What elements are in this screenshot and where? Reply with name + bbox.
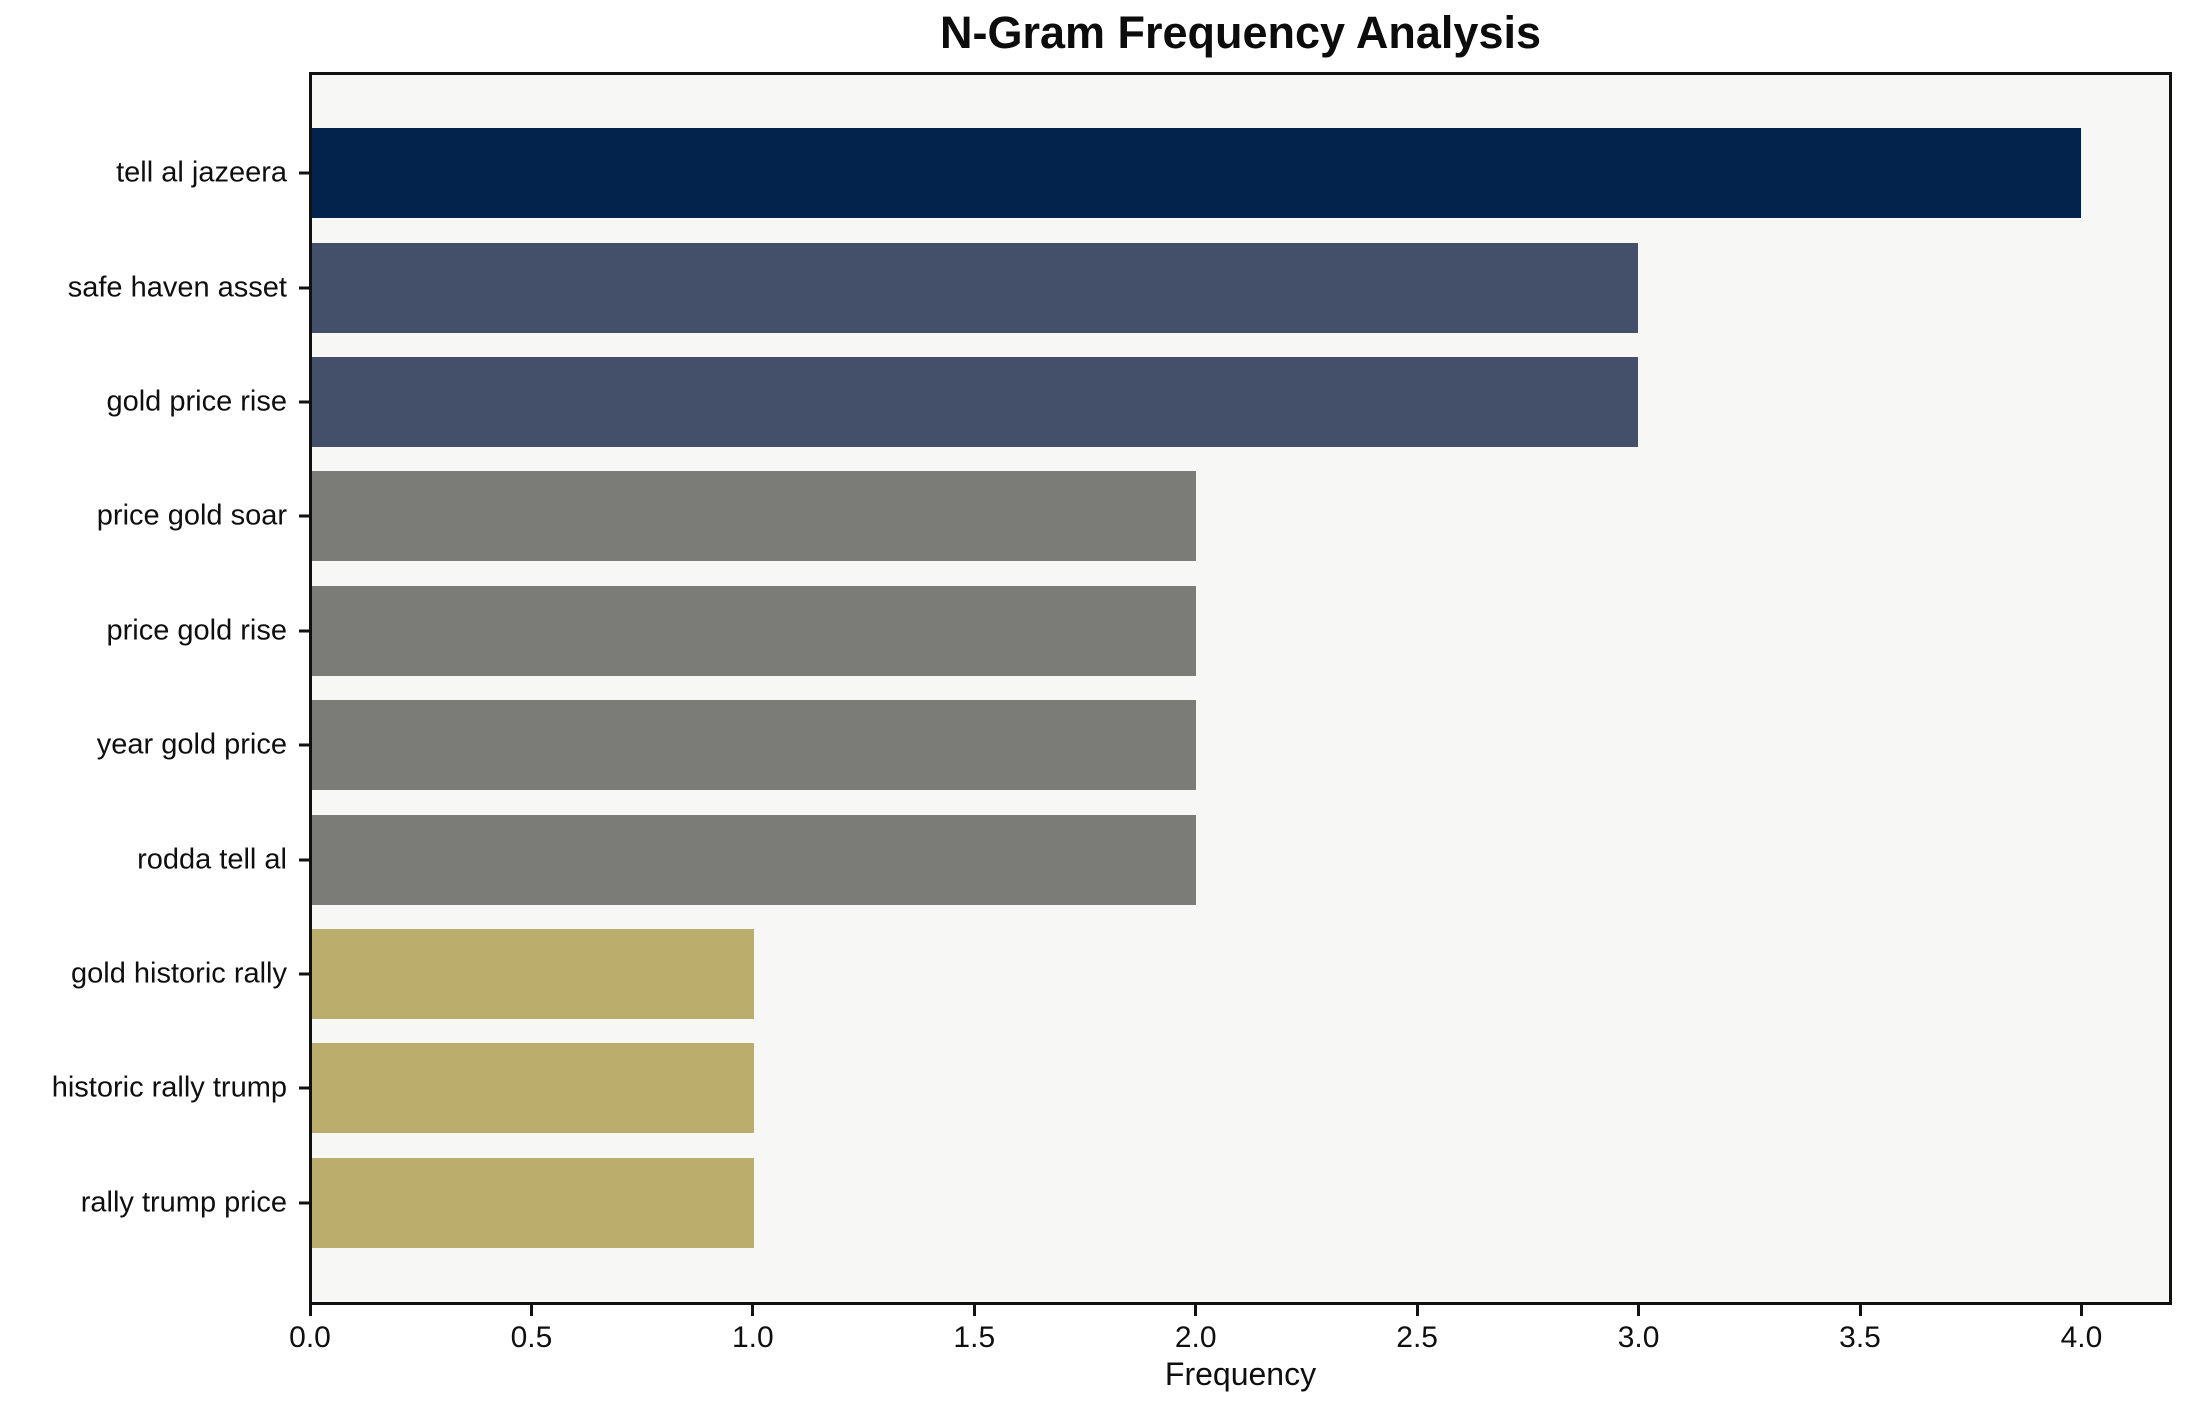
x-tick-mark — [2079, 1305, 2083, 1316]
bar-row: rodda tell al — [137, 802, 2169, 916]
bar — [312, 929, 755, 1019]
x-tick-mark — [529, 1305, 533, 1316]
x-tick-label: 4.0 — [2060, 1321, 2103, 1354]
y-tick-mark — [299, 858, 309, 862]
x-tick-label: 1.0 — [731, 1321, 774, 1354]
bar-row: historic rally trump — [52, 1031, 2169, 1145]
bar — [312, 242, 1639, 333]
x-tick-mark — [308, 1305, 312, 1316]
x-tick-mark — [1637, 1305, 1641, 1316]
x-tick-mark — [1415, 1305, 1419, 1316]
bar — [312, 585, 1197, 676]
bar-row: gold historic rally — [71, 917, 2169, 1031]
bar-rows: tell al jazeera safe haven asset gold pric… — [52, 75, 2169, 1302]
bar — [312, 1043, 755, 1134]
x-tick-label: 2.0 — [1174, 1321, 1217, 1354]
bar-row: price gold soar — [97, 459, 2169, 573]
y-tick-label: year gold price — [96, 728, 287, 761]
bar — [312, 471, 1197, 562]
y-tick-mark — [299, 400, 309, 404]
x-tick-label: 0.5 — [510, 1321, 553, 1354]
bar-row: gold price rise — [106, 345, 2169, 459]
y-tick-label: rally trump price — [80, 1186, 287, 1219]
chart-title: N-Gram Frequency Analysis — [939, 7, 1542, 58]
x-axis-ticks: 0.0 0.5 1.0 1.5 2.0 2.5 3.0 3.5 4.0 — [289, 1305, 2170, 1365]
x-tick-mark — [1858, 1305, 1862, 1316]
bar — [312, 1157, 755, 1248]
x-axis-label: Frequency — [1164, 1356, 1317, 1392]
bar — [312, 357, 1639, 447]
y-tick-mark — [299, 629, 309, 633]
x-tick-label: 3.5 — [1839, 1321, 1881, 1354]
x-tick-label: 1.5 — [953, 1321, 996, 1354]
bar-row: tell al jazeera — [116, 116, 2169, 230]
y-tick-mark — [299, 1201, 309, 1205]
y-tick-label: safe haven asset — [67, 271, 287, 304]
y-tick-mark — [299, 1086, 309, 1090]
y-tick-mark — [299, 514, 309, 518]
y-tick-label: price gold rise — [106, 614, 287, 647]
y-tick-mark — [299, 972, 309, 976]
x-tick-label: 2.5 — [1396, 1321, 1438, 1354]
bar-row: safe haven asset — [68, 230, 2169, 344]
plot-area: tell al jazeera safe haven asset gold pric… — [52, 72, 2172, 1305]
y-tick-mark — [299, 743, 309, 747]
y-tick-label: gold historic rally — [71, 957, 287, 990]
bar-row: year gold price — [97, 688, 2169, 802]
x-tick-mark — [972, 1305, 976, 1316]
y-tick-label: tell al jazeera — [116, 156, 287, 189]
y-tick-mark — [299, 286, 309, 290]
x-tick-mark — [1194, 1305, 1198, 1316]
y-tick-label: gold price rise — [106, 385, 287, 418]
bar-row: rally trump price — [81, 1146, 2169, 1260]
y-tick-label: price gold soar — [96, 499, 287, 532]
bar — [312, 128, 2081, 219]
x-tick-label: 3.0 — [1617, 1321, 1660, 1354]
bar-row: price gold rise — [106, 574, 2169, 688]
y-tick-label: historic rally trump — [51, 1071, 287, 1104]
y-tick-mark — [299, 171, 309, 175]
bar — [312, 814, 1197, 905]
bar — [312, 700, 1197, 791]
x-tick-label: 0.0 — [289, 1321, 331, 1354]
x-tick-mark — [751, 1305, 755, 1316]
y-tick-label: rodda tell al — [137, 843, 287, 876]
